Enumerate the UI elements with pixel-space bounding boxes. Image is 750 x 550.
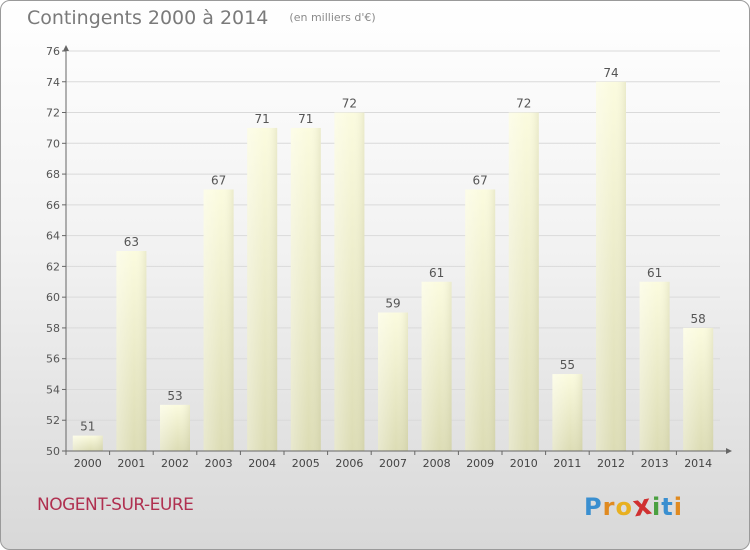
bar-shade-2007 — [378, 312, 408, 451]
logo-letter: i — [673, 493, 683, 521]
y-tick-label: 50 — [46, 445, 60, 458]
bar-shade-2010 — [508, 112, 539, 452]
axes: 50 52 54 56 58 60 62 64 66 68 70 72 74 76 2000 2001 2002… — [46, 45, 732, 470]
data-label-2010: 72 — [516, 97, 531, 111]
data-label-2000: 51 — [80, 420, 95, 434]
x-tick-label: 2002 — [161, 457, 189, 470]
bar-shade-2003 — [203, 189, 234, 451]
y-axis-arrow — [63, 45, 69, 51]
y-tick-label: 60 — [46, 291, 60, 304]
data-label-2006: 72 — [342, 97, 357, 111]
x-tick-label: 2011 — [553, 457, 581, 470]
data-label-2012: 74 — [603, 66, 618, 80]
chart-subtitle: (en milliers d'€) — [289, 11, 376, 24]
x-tick-label: 2000 — [74, 457, 102, 470]
chart-title: Contingents 2000 à 2014 — [27, 7, 269, 29]
y-tick-label: 66 — [46, 199, 60, 212]
logo-letter: P — [584, 493, 603, 521]
bar-shade-2004 — [247, 127, 278, 451]
bar-shade-2005 — [290, 127, 321, 451]
proxiti-logo: Proxiti — [584, 488, 683, 524]
bar-shade-2001 — [116, 251, 147, 451]
y-tick-label: 58 — [46, 322, 60, 335]
logo-letter: o — [615, 493, 633, 521]
bars — [72, 81, 714, 452]
data-label-2002: 53 — [167, 389, 182, 403]
y-tick-label: 56 — [46, 353, 60, 366]
x-tick-label: 2004 — [248, 457, 276, 470]
data-label-2005: 71 — [298, 112, 313, 126]
bar-shade-2006 — [334, 112, 365, 452]
x-axis-arrow — [726, 448, 732, 454]
y-tick-label: 68 — [46, 168, 60, 181]
title-row: Contingents 2000 à 2014 (en milliers d'€… — [27, 7, 376, 29]
x-tick-label: 2007 — [379, 457, 407, 470]
data-label-2003: 67 — [211, 173, 226, 187]
bar-shade-2013 — [639, 281, 670, 451]
bar-shade-2009 — [465, 189, 496, 451]
y-tick-label: 62 — [46, 260, 60, 273]
x-tick-label: 2005 — [292, 457, 320, 470]
data-label-2004: 71 — [255, 112, 270, 126]
logo-letter: r — [602, 493, 616, 521]
data-labels: 51 63 53 67 71 71 72 59 61 67 72 55 74 61 58 — [80, 66, 706, 434]
y-tick-label: 54 — [46, 383, 60, 396]
town-name: NOGENT-SUR-EURE — [37, 495, 194, 515]
logo-letter: t — [661, 493, 674, 521]
data-label-2013: 61 — [647, 266, 662, 280]
data-label-2007: 59 — [385, 297, 400, 311]
bar-shade-2011 — [552, 374, 583, 451]
bar-shade-2000 — [72, 435, 103, 451]
x-tick-label: 2008 — [423, 457, 451, 470]
x-tick-label: 2013 — [641, 457, 669, 470]
x-tick-label: 2006 — [335, 457, 363, 470]
x-tick-label: 2003 — [205, 457, 233, 470]
data-label-2008: 61 — [429, 266, 444, 280]
data-label-2014: 58 — [691, 312, 706, 326]
y-tick-label: 76 — [46, 45, 60, 58]
y-tick-label: 64 — [46, 230, 60, 243]
y-tick-label: 72 — [46, 107, 60, 120]
bar-shade-2014 — [683, 327, 714, 451]
bar-shade-2008 — [421, 281, 452, 451]
x-tick-label: 2014 — [684, 457, 712, 470]
bar-shade-2012 — [596, 81, 626, 452]
y-tick-label: 52 — [46, 414, 60, 427]
x-tick-label: 2012 — [597, 457, 625, 470]
logo-letter: i — [652, 493, 662, 521]
y-tick-label: 70 — [46, 137, 60, 150]
y-tick-label: 74 — [46, 76, 60, 89]
bar-shade-2002 — [160, 404, 190, 451]
x-tick-label: 2001 — [117, 457, 145, 470]
data-label-2009: 67 — [473, 173, 488, 187]
data-label-2001: 63 — [124, 235, 139, 249]
x-tick-label: 2010 — [510, 457, 538, 470]
data-label-2011: 55 — [560, 358, 575, 372]
x-tick-label: 2009 — [466, 457, 494, 470]
